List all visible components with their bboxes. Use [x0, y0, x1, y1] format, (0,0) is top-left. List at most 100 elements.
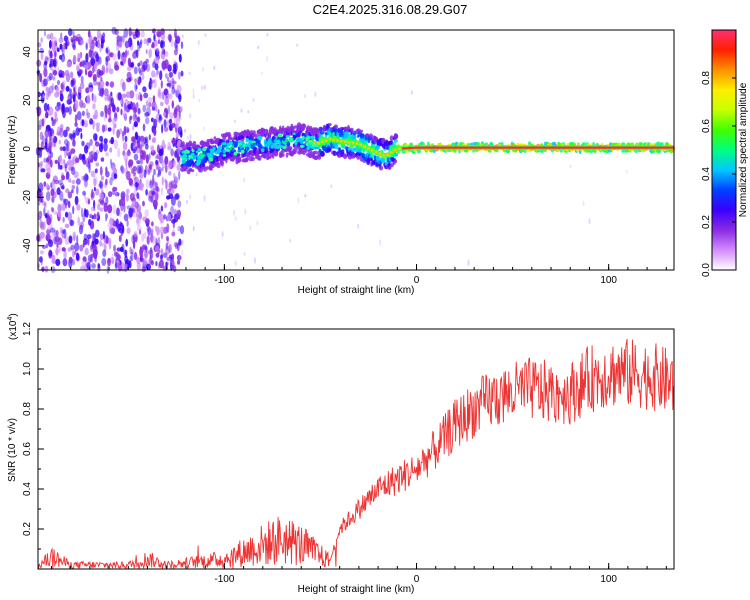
spectrogram-cell [51, 207, 55, 213]
spectrogram-cell [190, 152, 195, 157]
spectrogram-cell [96, 39, 100, 49]
spectrogram-cell [143, 169, 147, 179]
spectrogram-cell [160, 205, 164, 212]
spectrogram-cell [61, 185, 65, 190]
spectrogram-cell [169, 112, 174, 119]
spectrogram-cell [39, 219, 43, 229]
spectrogram-cell [57, 210, 62, 218]
spectrogram-cell [90, 244, 95, 250]
spectrogram-cell [164, 202, 168, 209]
spectrogram-cell [387, 140, 393, 146]
spectrogram-cell [220, 160, 224, 167]
spectrogram-cell [163, 88, 168, 96]
colorbar-tick-label: 0.2 [701, 215, 712, 229]
spectrogram-cell [56, 126, 61, 136]
spectrogram-cell [94, 255, 97, 263]
spectrogram-cell [222, 154, 227, 157]
spectrogram-cell [76, 185, 79, 195]
spectrogram-cell [111, 190, 116, 196]
spectrogram-cell [107, 191, 113, 198]
spectrogram-cell [130, 248, 134, 255]
spectrogram-cell [82, 213, 86, 223]
spectrogram-cell [38, 256, 43, 263]
spectrogram-cell [143, 258, 148, 265]
spectrogram-cell [80, 266, 86, 271]
spectrogram-cell [114, 112, 118, 122]
spectrogram-cell [66, 99, 72, 105]
spectrogram-cell [39, 160, 44, 167]
spectrogram-frame [37, 29, 675, 271]
spectrogram-cell [256, 220, 259, 226]
spectrogram-cell [328, 148, 332, 152]
spectrogram-cell [96, 211, 100, 218]
spectrogram-cell [100, 139, 104, 149]
ridge-core [397, 146, 674, 150]
spectrogram-cell [134, 251, 137, 261]
spectrogram-cell [225, 157, 228, 164]
spectrogram-cell [109, 81, 115, 88]
spectrogram-cell [120, 196, 126, 207]
spectrogram-cell [304, 94, 307, 98]
spectrogram-cell [68, 235, 73, 244]
spectrogram-cell [68, 106, 72, 115]
spectrogram-cell [160, 28, 165, 35]
spectrogram-cell [40, 197, 44, 203]
spectrogram-cell [147, 37, 152, 43]
spectrogram-cell [90, 206, 94, 212]
spectrogram-cell [159, 70, 163, 81]
spectrogram-cell [94, 168, 98, 174]
spectrogram-cell [103, 112, 106, 122]
spectrogram-cell [43, 181, 47, 187]
spectrogram-cell [319, 131, 325, 135]
spectrogram-cell [39, 131, 44, 141]
spectrogram-cell [48, 85, 54, 94]
spectrogram-cell [111, 165, 116, 172]
spectrogram-cell [72, 205, 75, 215]
spectrogram-cell [88, 38, 91, 49]
spectrogram-cell [48, 106, 54, 117]
spectrogram-cell [177, 116, 182, 121]
spectrogram-cell [160, 248, 164, 254]
spectrogram-cell [137, 78, 141, 86]
spectrogram-cell [60, 82, 64, 90]
spectrogram-cell [125, 158, 128, 167]
spectrogram-cell [70, 79, 75, 88]
spectrogram-cell [105, 196, 109, 205]
spectrogram-cell [168, 171, 172, 176]
spectrogram-cell [137, 206, 141, 214]
spectrogram-cell [192, 140, 197, 146]
spectrogram-cell [120, 98, 123, 105]
spectrogram-cell [94, 238, 99, 245]
spectrogram-cell [65, 40, 68, 50]
spectrogram-cell [149, 164, 152, 171]
spectrogram-cell [50, 116, 54, 121]
spectrogram-cell [126, 227, 131, 235]
spectrogram-cell [244, 149, 248, 154]
spectrogram-cell [151, 221, 154, 227]
colorbar-tick-label: 0.8 [701, 71, 712, 85]
spectrogram-cell [250, 156, 255, 162]
spectrogram-cell [51, 196, 55, 203]
spectrogram-cell [114, 139, 118, 150]
spectrogram-cell [81, 110, 85, 117]
spectrogram-cell [69, 71, 74, 79]
spectrogram-cell [155, 261, 158, 267]
spectrogram-cell [127, 57, 131, 67]
spectrogram-cell [176, 84, 182, 94]
spectrogram-cell [128, 159, 134, 167]
spectrogram-cell [130, 168, 135, 175]
spectrogram-cell [171, 231, 176, 237]
spectrogram-cell [192, 93, 195, 99]
spectrogram-cell [43, 157, 47, 163]
spectrogram-cell [189, 113, 192, 119]
spectrogram-cell [188, 71, 191, 76]
spectrogram-cell [171, 259, 175, 269]
spectrogram-cell [203, 194, 206, 202]
spectrogram-cell [472, 149, 475, 153]
spectrogram-cell [105, 68, 108, 74]
spectrogram-cell [89, 118, 94, 125]
spectrogram-cell [204, 33, 207, 38]
spectrogram-cell [114, 64, 120, 71]
spectrogram-cell [141, 233, 145, 242]
spectrogram-cell [156, 173, 160, 178]
